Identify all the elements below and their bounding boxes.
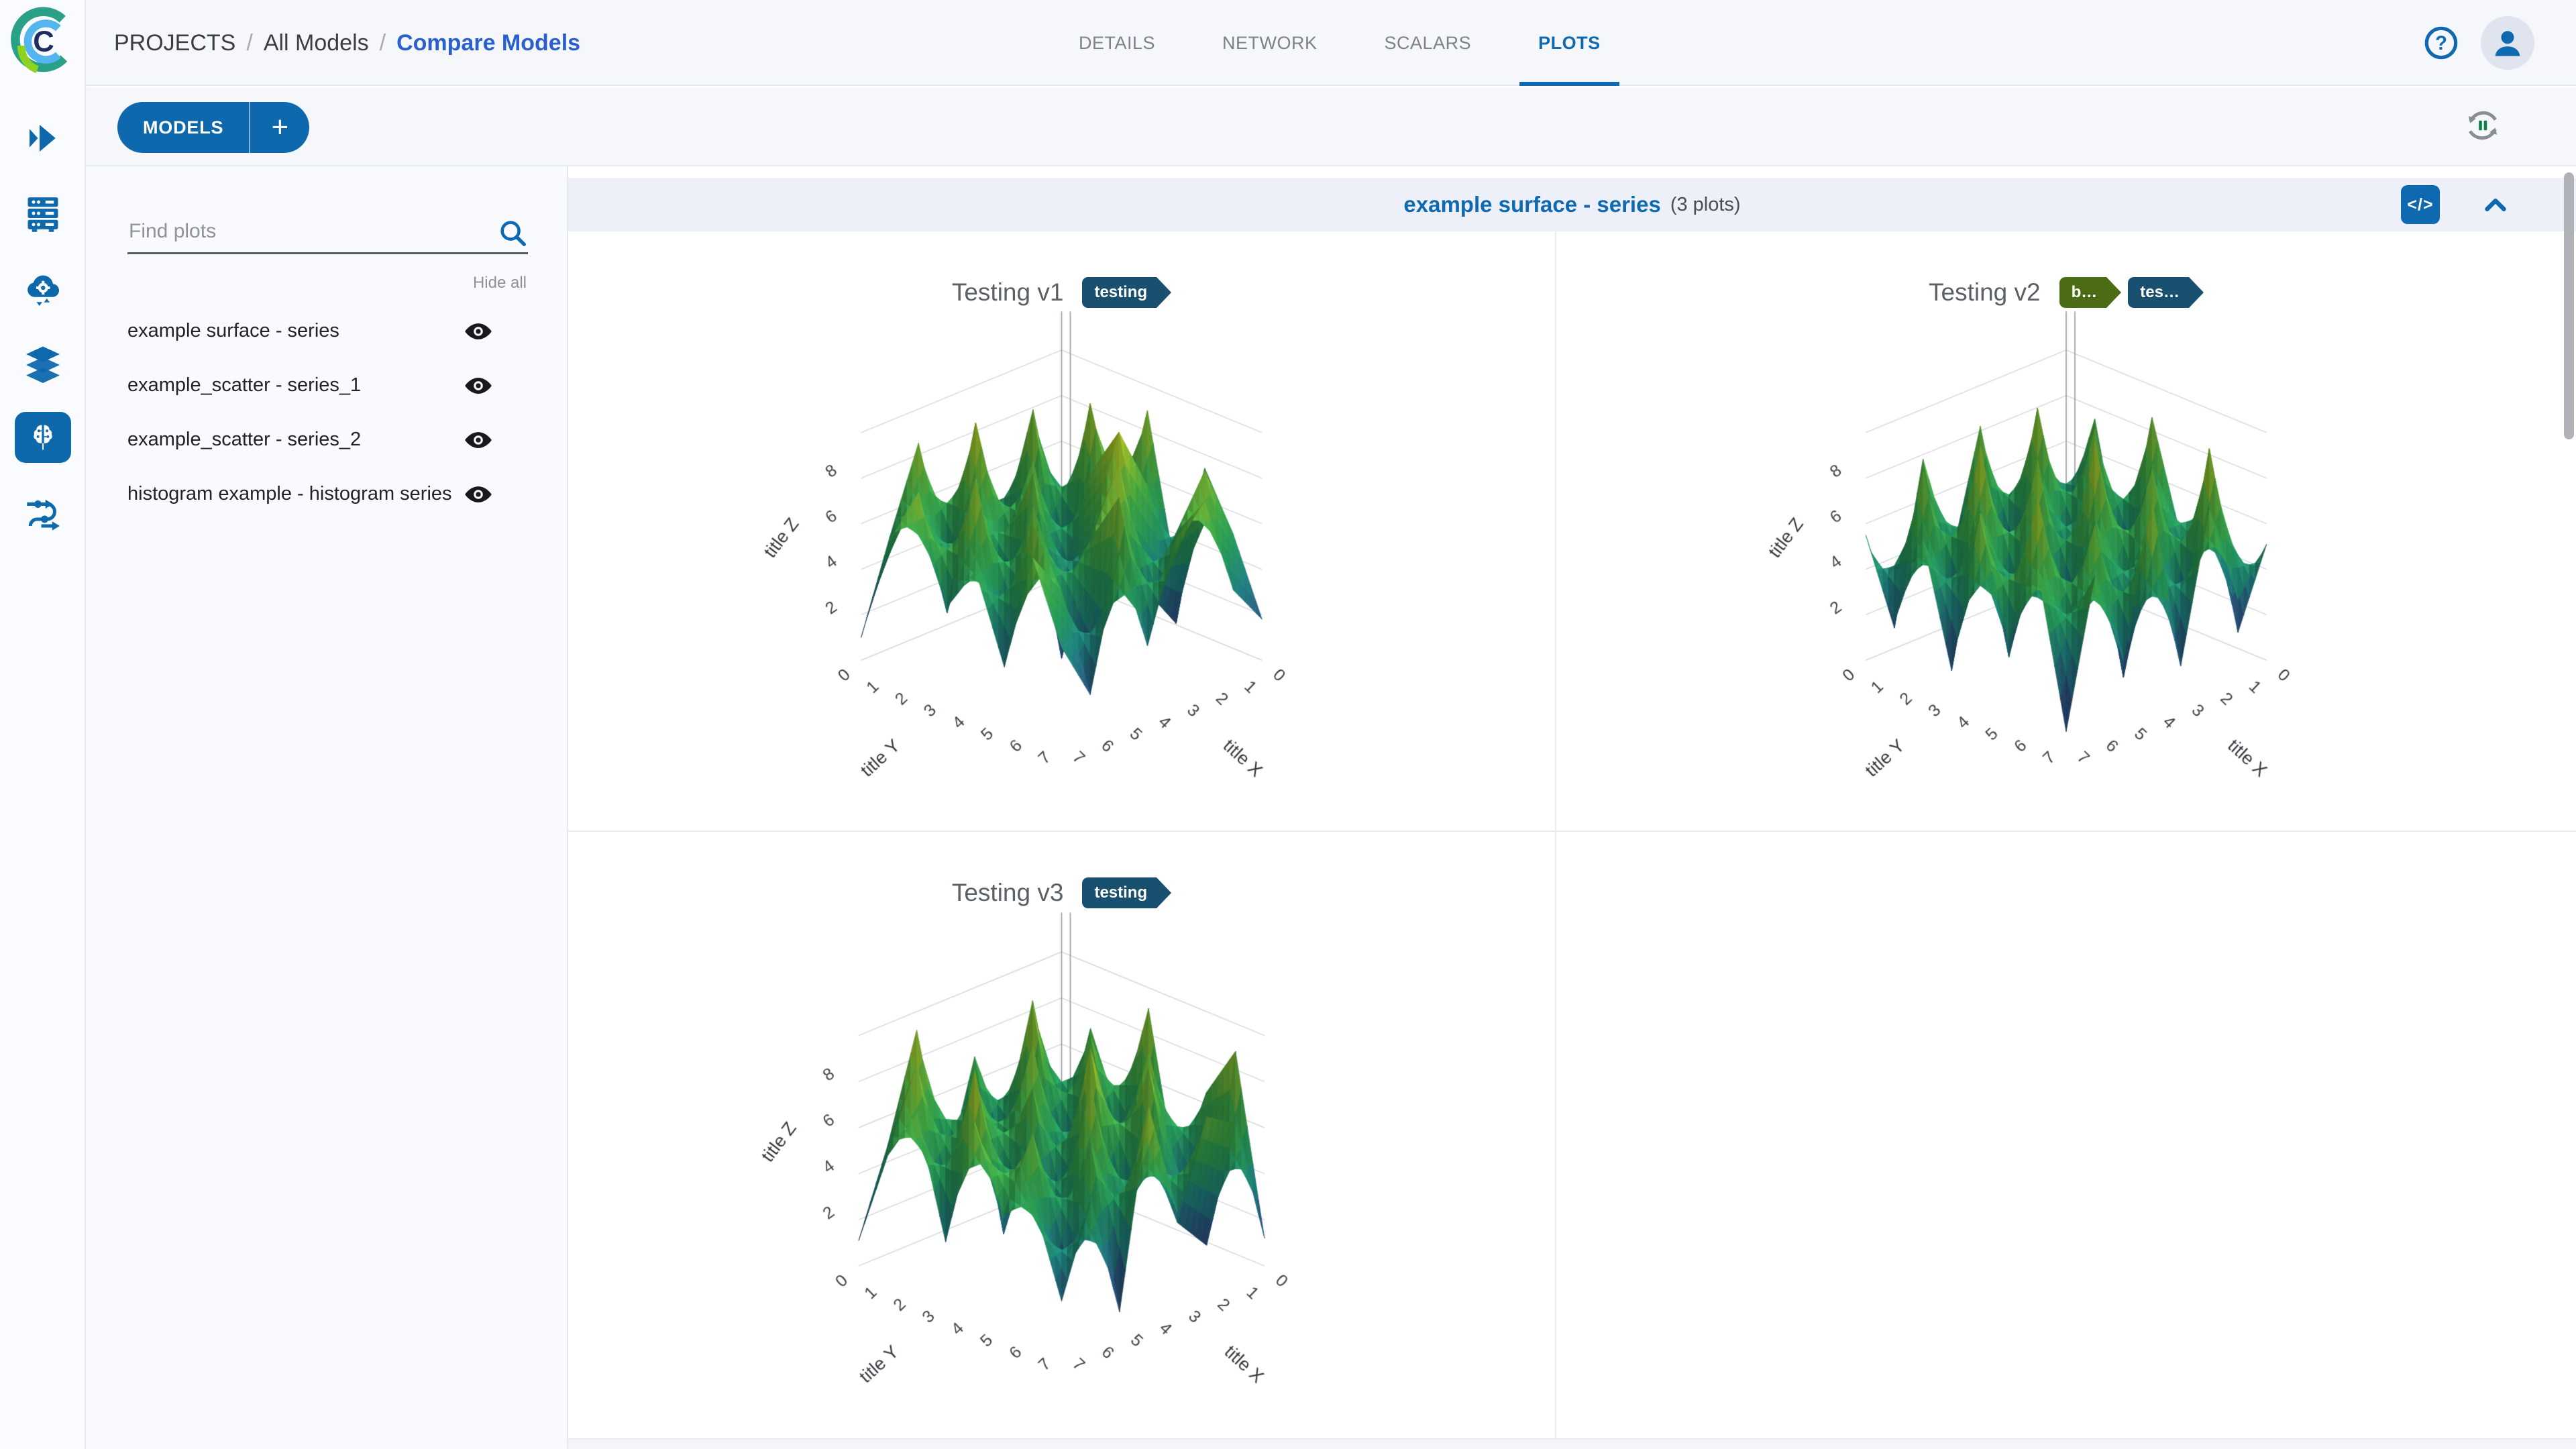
collapse-section-button[interactable] [2479,189,2512,220]
list-item-histogram-example[interactable]: histogram example - histogram series [86,467,567,521]
breadcrumb-compare-models[interactable]: Compare Models [396,30,581,56]
plot-title: Testing v3 [951,879,1064,906]
embed-code-button[interactable]: </> [2401,185,2440,224]
auto-refresh-button[interactable] [2463,106,2502,145]
search-row [127,213,528,254]
plot-list: example surface - series example_scatter… [86,304,567,521]
refresh-pause-icon [2468,111,2498,140]
list-item-example-surface[interactable]: example surface - series [86,304,567,358]
button-divider [249,102,251,153]
plots-filter-panel: Hide all example surface - series exampl… [86,166,568,1449]
layers-icon [26,346,60,383]
toolbar: MODELS + [86,87,2576,166]
tab-scalars[interactable]: SCALARS [1384,32,1472,53]
tag-tes: tes… [2128,277,2204,308]
plot-title: Testing v1 [951,278,1064,306]
server-icon [28,197,58,232]
plots-main-area: example surface - series (3 plots) </> T… [568,166,2576,1449]
list-item-label: example_scatter - series_2 [127,429,362,450]
vertical-scrollbar[interactable] [2564,172,2574,439]
models-button-label[interactable]: MODELS [143,117,224,138]
surface-plot-canvas[interactable] [568,832,1555,1438]
tag-b: b… [2059,277,2122,308]
tag-testing: testing [1082,877,1172,908]
svg-text:?: ? [2435,33,2447,54]
breadcrumb: PROJECTS / All Models / Compare Models [114,0,580,86]
avatar[interactable] [2481,16,2534,70]
sidebar-item-datasets[interactable] [23,343,63,383]
help-icon: ? [2424,26,2458,60]
pipelines-icon [27,499,60,531]
search-icon[interactable] [497,217,528,248]
sidebar-item-storage[interactable] [23,193,63,233]
plot-card-testing-v3: Testing v3 testing [568,832,1556,1438]
surface-plot-canvas[interactable] [568,231,1555,830]
plot-tags: b… tes… [2059,277,2204,308]
eye-icon[interactable] [464,371,493,400]
tag-testing: testing [1082,277,1172,308]
sidebar-item-workers-queues[interactable] [23,268,63,308]
eye-icon[interactable] [464,425,493,455]
search-input[interactable] [127,213,528,254]
list-item-label: example surface - series [127,320,339,341]
sidebar-item-expand[interactable] [23,118,63,158]
eye-icon[interactable] [464,480,493,509]
svg-text:C: C [33,25,54,58]
app-header: PROJECTS / All Models / Compare Models D… [0,0,2576,86]
section-plot-count: (3 plots) [1670,193,1741,215]
plots-grid: Testing v1 testing Testing v2 b… tes… Tes… [568,231,2576,1438]
breadcrumb-projects[interactable]: PROJECTS [114,30,236,56]
list-item-label: histogram example - histogram series [127,483,452,504]
add-model-button[interactable]: + [271,111,289,144]
chevron-up-icon [2485,198,2506,211]
models-split-button[interactable]: MODELS + [117,102,310,153]
plot-tags: testing [1082,277,1172,308]
breadcrumb-separator: / [246,30,253,56]
plot-card-testing-v2: Testing v2 b… tes… [1556,231,2576,832]
list-item-example-scatter-1[interactable]: example_scatter - series_1 [86,358,567,413]
plot-card-testing-v1: Testing v1 testing [568,231,1556,832]
tab-bar: DETAILS NETWORK SCALARS PLOTS [1060,0,1619,86]
help-button[interactable]: ? [2424,25,2459,60]
list-item-label: example_scatter - series_1 [127,374,362,396]
surface-plot-canvas[interactable] [1556,231,2576,830]
tab-details[interactable]: DETAILS [1079,32,1156,53]
next-section-strip [568,1438,2576,1449]
hide-all-button[interactable]: Hide all [472,274,527,292]
nav-rail: C [0,0,86,1449]
section-title: example surface - series [1403,192,1661,217]
user-icon [2495,31,2520,56]
sidebar-item-models[interactable] [15,412,71,463]
section-header: example surface - series (3 plots) </> [568,178,2576,231]
brain-icon [34,425,52,450]
empty-grid-cell [1556,832,2576,1438]
tab-plots[interactable]: PLOTS [1519,0,1619,86]
breadcrumb-separator: / [379,30,386,56]
double-chevron-right-icon [30,125,56,152]
eye-icon[interactable] [464,317,493,346]
sidebar-item-pipelines[interactable] [23,492,63,533]
clearml-logo[interactable]: C [8,5,78,78]
cloud-gear-icon [28,275,60,306]
list-item-example-scatter-2[interactable]: example_scatter - series_2 [86,413,567,467]
plot-title: Testing v2 [1929,278,2041,306]
plot-tags: testing [1082,877,1172,908]
breadcrumb-all-models[interactable]: All Models [263,30,369,56]
tab-network[interactable]: NETWORK [1222,32,1318,53]
